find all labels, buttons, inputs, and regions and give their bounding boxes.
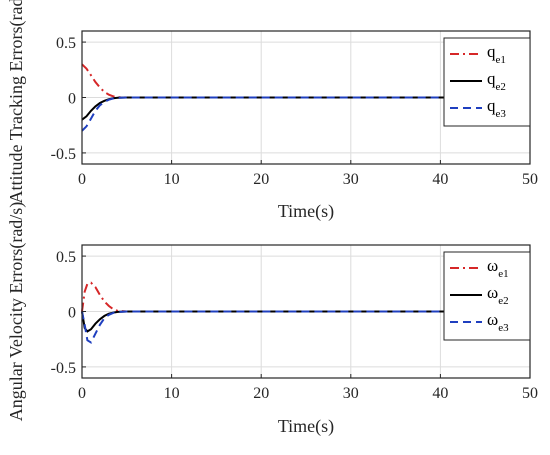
legend: qe1 qe2 qe3 (443, 37, 531, 127)
x-tick-label: 0 (78, 171, 86, 188)
legend-label-e3: ωe3 (487, 310, 509, 334)
y-axis-label: Angular Velocity Errors(rad/s) (6, 202, 27, 422)
series-line-e3 (81, 96, 530, 132)
series-line-e3 (81, 310, 530, 344)
y-tick-label: 0.5 (56, 249, 76, 266)
y-tick-label: -0.5 (51, 146, 76, 163)
legend-label-e1: ωe1 (487, 256, 509, 280)
legend-label-e2: ωe2 (487, 283, 509, 307)
y-tick-label: -0.5 (51, 360, 76, 377)
x-axis-label: Time(s) (278, 201, 334, 222)
legend: ωe1 ωe2 ωe3 (443, 251, 531, 341)
x-tick-label: 50 (522, 171, 538, 188)
x-tick-label: 10 (164, 385, 180, 402)
y-tick-label: 0 (68, 91, 76, 108)
legend-label-e1: qe1 (487, 42, 506, 66)
x-tick-label: 40 (432, 171, 448, 188)
x-tick-label: 30 (343, 385, 359, 402)
x-tick-label: 0 (78, 385, 86, 402)
y-tick-label: 0.5 (56, 35, 76, 52)
y-tick-label: 0 (68, 305, 76, 322)
y-axis-label: Attitude Tracking Errors(rad) (6, 0, 27, 203)
x-axis-label: Time(s) (278, 416, 334, 437)
x-tick-label: 20 (253, 385, 269, 402)
x-tick-label: 20 (253, 171, 269, 188)
x-tick-label: 40 (432, 385, 448, 402)
legend-label-e2: qe2 (487, 69, 506, 93)
x-tick-label: 30 (343, 171, 359, 188)
legend-label-e3: qe3 (487, 96, 506, 120)
x-tick-label: 50 (522, 385, 538, 402)
x-tick-label: 10 (164, 171, 180, 188)
